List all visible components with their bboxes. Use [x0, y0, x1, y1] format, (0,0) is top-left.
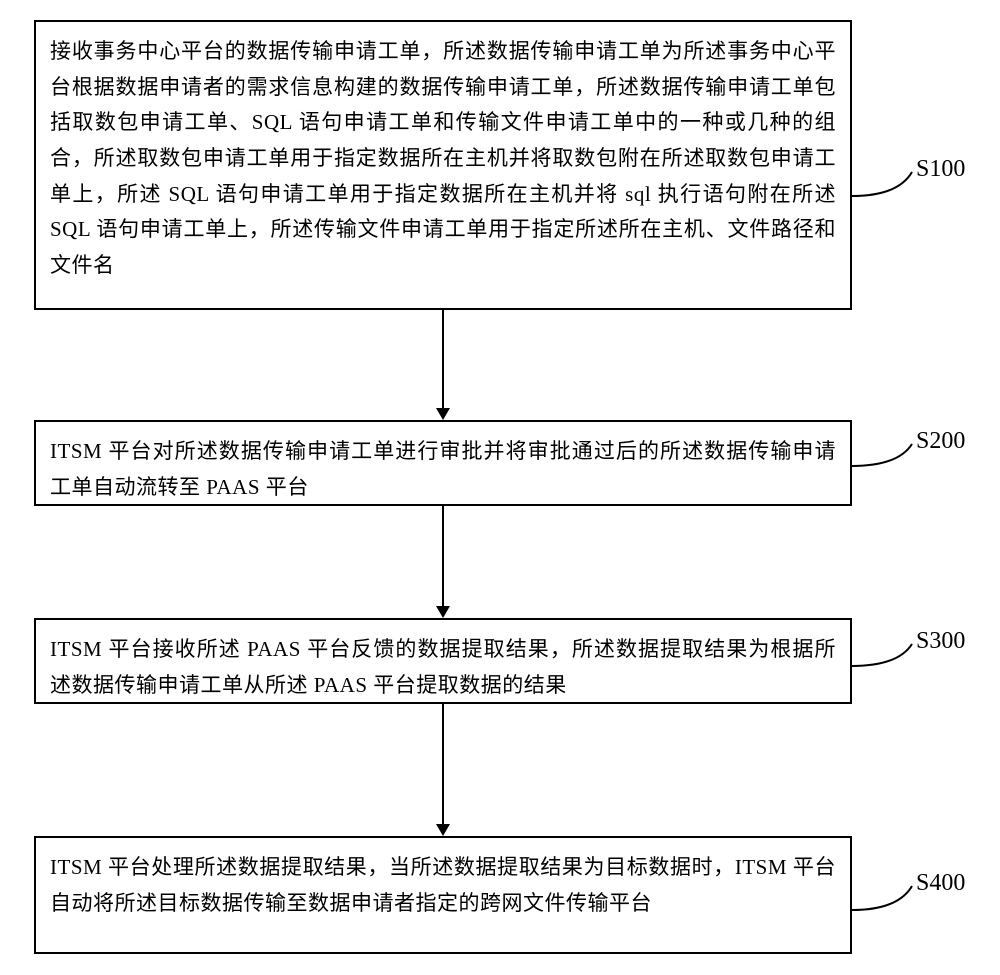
label-connector-s400 [0, 0, 1000, 975]
flowchart-canvas: 接收事务中心平台的数据传输申请工单，所述数据传输申请工单为所述事务中心平台根据数… [0, 0, 1000, 975]
